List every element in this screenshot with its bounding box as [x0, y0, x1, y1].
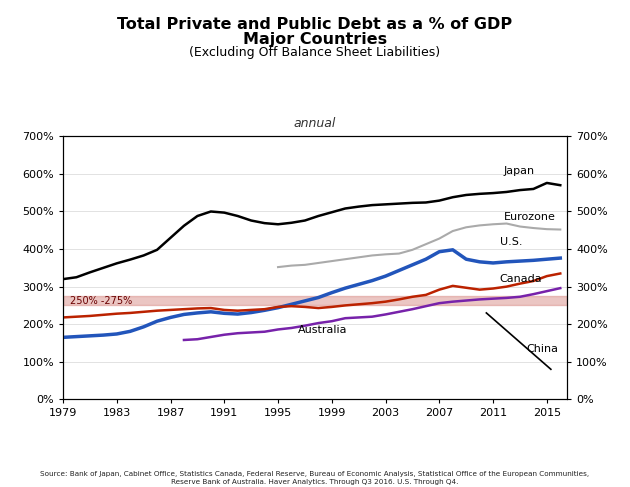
Text: Source: Bank of Japan, Cabinet Office, Statistics Canada, Federal Reserve, Burea: Source: Bank of Japan, Cabinet Office, S… — [40, 470, 590, 485]
Bar — [63, 296, 567, 305]
Text: annual: annual — [294, 117, 336, 130]
Text: Canada: Canada — [500, 274, 542, 283]
Text: (Excluding Off Balance Sheet Liabilities): (Excluding Off Balance Sheet Liabilities… — [190, 46, 440, 59]
Text: Eurozone: Eurozone — [504, 212, 556, 222]
Text: Total Private and Public Debt as a % of GDP: Total Private and Public Debt as a % of … — [117, 17, 513, 32]
Text: Major Countries: Major Countries — [243, 32, 387, 47]
Text: China: China — [527, 344, 559, 354]
Text: 250% -275%: 250% -275% — [70, 297, 132, 306]
Text: Japan: Japan — [504, 166, 535, 176]
Text: Australia: Australia — [298, 325, 348, 335]
Text: U.S.: U.S. — [500, 237, 522, 247]
